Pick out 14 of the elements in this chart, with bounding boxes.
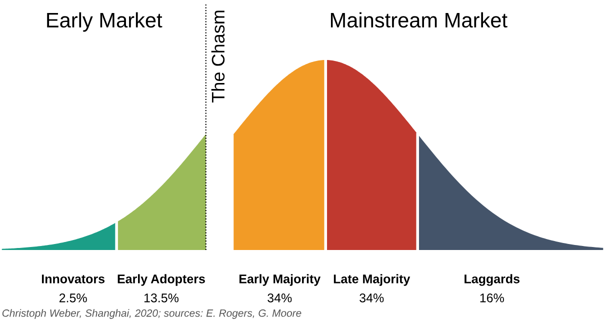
data-label: 13.5%	[144, 294, 178, 302]
data-label: 34%	[360, 294, 384, 302]
data-label: 34%	[268, 294, 292, 302]
data-label: 16%	[480, 294, 504, 302]
category-label: Late Majority	[334, 274, 410, 286]
text: Mainstream Market	[330, 12, 508, 28]
category-label: Early Majority	[239, 274, 321, 286]
data-label: 2.5%	[59, 294, 87, 302]
category-label: Early Adopters	[118, 274, 205, 286]
category-label: Laggards	[464, 274, 520, 286]
text: The Chasm	[211, 10, 225, 102]
category-label: Innovators	[42, 274, 105, 284]
text: Christoph Weber, Shanghai, 2020; sources: E. Rogers, G. Moore	[2, 309, 302, 319]
text: Early Market	[47, 12, 162, 32]
